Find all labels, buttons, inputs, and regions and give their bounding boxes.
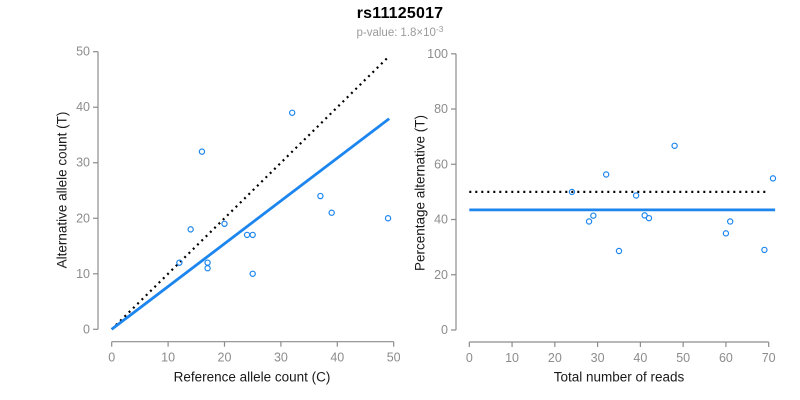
right-plot-points — [568, 142, 777, 255]
right-plot-x-tick-label: 70 — [762, 351, 776, 365]
left-plot-x-tick-label: 0 — [108, 351, 115, 365]
pvalue-label: p-value: — [356, 27, 398, 39]
pvalue-base: 10 — [423, 27, 436, 39]
right-plot-x-tick-label: 30 — [591, 351, 605, 365]
right-plot-y-tick-label: 100 — [427, 47, 448, 61]
left-plot-x-tick-label: 10 — [161, 351, 175, 365]
right-plot-y-tick-label: 80 — [434, 102, 448, 116]
left-data-point — [243, 231, 251, 239]
left-plot-y-tick-label: 10 — [76, 267, 90, 281]
left-plot-lines — [110, 56, 391, 331]
right-data-point — [615, 247, 623, 255]
right-plot-y-tick-label: 20 — [434, 268, 448, 282]
right-plot-lines — [469, 190, 776, 212]
left-plot: 0 10 20 30 40 50 0 10 20 30 40 50 — [76, 45, 401, 365]
right-data-point — [726, 218, 734, 225]
left-data-point — [249, 270, 256, 277]
right-data-point — [761, 246, 768, 254]
right-plot: 0 20 40 60 80 100 0 10 20 30 40 50 60 70 — [427, 47, 777, 365]
left-plot-y-tick-label: 30 — [76, 156, 90, 170]
right-plot-x-tick-label: 50 — [676, 351, 690, 365]
left-data-point — [317, 192, 324, 200]
right-plot-x-tick-label: 60 — [719, 351, 733, 365]
right-plot-y-axis: 0 20 40 60 80 100 — [427, 47, 457, 337]
right-plot-x-tick-label: 20 — [548, 351, 562, 365]
right-data-point — [590, 212, 597, 219]
right-data-point — [568, 188, 576, 196]
left-plot-x-tick-label: 50 — [387, 351, 401, 365]
right-plot-y-tick-label: 60 — [434, 157, 448, 171]
right-plot-y-tick-label: 40 — [434, 213, 448, 227]
left-plot-points — [176, 109, 392, 277]
right-data-point — [602, 171, 610, 178]
left-data-point — [204, 265, 211, 272]
left-data-point — [176, 259, 183, 266]
identity-line — [110, 56, 389, 331]
pvalue-multiplier: × — [416, 27, 424, 39]
left-plot-y-tick-label: 20 — [76, 211, 90, 225]
right-data-point — [641, 212, 648, 219]
left-plot-y-tick-label: 50 — [76, 45, 90, 59]
right-data-point — [632, 192, 640, 199]
left-data-point — [204, 259, 211, 266]
left-plot-xaxis-title: Reference allele count (C) — [173, 369, 331, 385]
right-plot-x-axis: 0 10 20 30 40 50 60 70 — [466, 341, 776, 365]
pvalue-subtitle: p-value: 1.8×10-3 — [0, 24, 800, 39]
left-data-point — [288, 109, 296, 116]
left-plot-yaxis-title: Alternative allele count (T) — [54, 111, 70, 269]
left-plot-x-axis: 0 10 20 30 40 50 — [108, 341, 401, 365]
right-data-point — [769, 175, 777, 182]
left-plot-x-tick-label: 20 — [218, 351, 232, 365]
left-plot-y-tick-label: 40 — [76, 100, 90, 114]
right-plot-x-tick-label: 40 — [633, 351, 647, 365]
right-plot-x-tick-label: 10 — [505, 351, 519, 365]
right-data-point — [645, 214, 653, 222]
left-plot-y-tick-label: 0 — [83, 322, 90, 336]
left-data-point — [384, 215, 392, 222]
left-plot-x-tick-label: 40 — [330, 351, 344, 365]
right-data-point — [671, 142, 678, 149]
right-plot-yaxis-title: Percentage alternative (T) — [412, 114, 428, 272]
pvalue-mantissa: 1.8 — [400, 27, 417, 39]
left-data-point — [187, 226, 194, 233]
pvalue-exponent: -3 — [435, 24, 444, 34]
right-data-point — [585, 218, 593, 225]
left-plot-x-tick-label: 30 — [274, 351, 288, 365]
right-plot-xaxis-title: Total number of reads — [553, 369, 685, 385]
right-data-point — [722, 230, 730, 237]
left-data-point — [249, 231, 256, 239]
left-plot-y-axis: 0 10 20 30 40 50 — [76, 45, 99, 336]
left-data-point — [221, 220, 228, 228]
left-data-point — [328, 209, 335, 216]
fit-line — [110, 117, 391, 331]
figure-title: rs11125017 — [356, 5, 444, 22]
right-plot-y-tick-label: 0 — [441, 323, 448, 337]
right-plot-x-tick-label: 0 — [466, 351, 473, 365]
left-data-point — [198, 148, 206, 155]
